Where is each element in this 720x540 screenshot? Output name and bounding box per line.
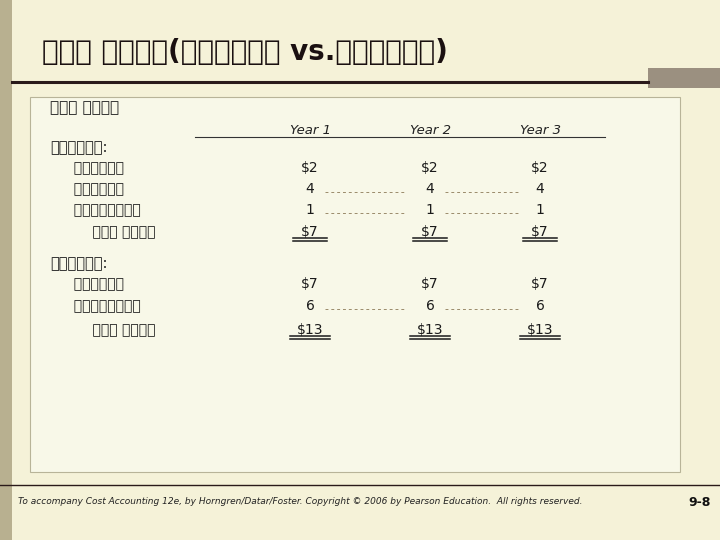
Text: 단위당 제품원가(전부원가계산 vs.변동원가계산): 단위당 제품원가(전부원가계산 vs.변동원가계산) bbox=[42, 38, 448, 66]
Text: 1: 1 bbox=[305, 203, 315, 217]
Text: $7: $7 bbox=[531, 225, 549, 239]
Text: $2: $2 bbox=[301, 161, 319, 175]
Text: 전부원가계산:: 전부원가계산: bbox=[50, 256, 107, 272]
Text: 6: 6 bbox=[426, 299, 434, 313]
Text: 변동제조간접원가: 변동제조간접원가 bbox=[65, 203, 140, 217]
Text: 변동제조원가: 변동제조원가 bbox=[65, 277, 124, 291]
Text: Year 3: Year 3 bbox=[520, 124, 560, 137]
Text: $7: $7 bbox=[531, 277, 549, 291]
Text: $2: $2 bbox=[421, 161, 438, 175]
Text: $7: $7 bbox=[301, 277, 319, 291]
Text: 직접노무원가: 직접노무원가 bbox=[65, 182, 124, 196]
Text: $7: $7 bbox=[301, 225, 319, 239]
Text: 고정제조간접원가: 고정제조간접원가 bbox=[65, 299, 140, 313]
Text: 변동원가계산:: 변동원가계산: bbox=[50, 140, 107, 156]
Text: Year 1: Year 1 bbox=[289, 124, 330, 137]
FancyBboxPatch shape bbox=[648, 68, 720, 88]
Text: $13: $13 bbox=[417, 323, 444, 337]
Text: 4: 4 bbox=[305, 182, 315, 196]
Text: $7: $7 bbox=[421, 225, 438, 239]
Text: 1: 1 bbox=[536, 203, 544, 217]
Text: 단위당 제품원가: 단위당 제품원가 bbox=[75, 225, 156, 239]
Text: Year 2: Year 2 bbox=[410, 124, 451, 137]
FancyBboxPatch shape bbox=[0, 0, 12, 540]
Text: $13: $13 bbox=[297, 323, 323, 337]
Text: $2: $2 bbox=[531, 161, 549, 175]
Text: 4: 4 bbox=[426, 182, 434, 196]
Text: $13: $13 bbox=[527, 323, 553, 337]
Text: 6: 6 bbox=[305, 299, 315, 313]
Text: To accompany Cost Accounting 12e, by Horngren/Datar/Foster. Copyright © 2006 by : To accompany Cost Accounting 12e, by Hor… bbox=[18, 497, 582, 507]
Text: 단위당 제품원가: 단위당 제품원가 bbox=[50, 100, 119, 116]
Text: 9-8: 9-8 bbox=[689, 496, 711, 509]
Text: 6: 6 bbox=[536, 299, 544, 313]
Text: 단위당 제품원가: 단위당 제품원가 bbox=[75, 323, 156, 337]
Text: $7: $7 bbox=[421, 277, 438, 291]
Text: 직접재료원가: 직접재료원가 bbox=[65, 161, 124, 175]
Text: 4: 4 bbox=[536, 182, 544, 196]
Text: 1: 1 bbox=[426, 203, 434, 217]
FancyBboxPatch shape bbox=[30, 97, 680, 472]
